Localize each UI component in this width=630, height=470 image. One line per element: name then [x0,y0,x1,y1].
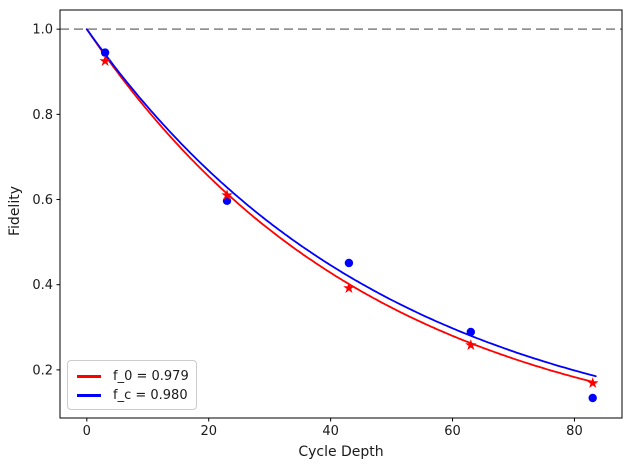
data-point-star [587,377,599,388]
legend-entry-fc: f_c = 0.980 [77,386,188,404]
data-point-circle [344,258,354,268]
fit-curve-fc [85,28,597,378]
data-point-star [99,55,111,66]
legend-line-sample-red [77,374,101,378]
data-point-star [221,189,233,201]
legend-entry-f0: f_0 = 0.979 [77,367,189,385]
plot-border [59,9,623,419]
data-point-circle [466,327,475,337]
data-point-star [343,282,355,293]
legend: f_0 = 0.979 f_c = 0.980 [67,360,197,410]
legend-line-sample-blue [77,393,101,397]
fit-curve-f0 [85,28,597,384]
data-point-circle [588,393,597,403]
y-tick-label: 0.6 [32,193,53,208]
y-tick-label: 0.4 [32,278,53,293]
y-tick-label: 1.0 [32,23,53,38]
x-tick-label: 60 [444,424,461,439]
x-tick-label: 80 [566,424,583,439]
x-tick-label: 20 [200,424,217,439]
y-tick-label: 0.8 [32,108,53,123]
legend-label-fc: f_c = 0.980 [113,387,188,403]
y-axis-label: Fidelity [7,186,23,236]
x-tick-label: 0 [83,424,91,439]
x-axis-label: Cycle Depth [298,444,384,460]
legend-label-f0: f_0 = 0.979 [113,368,189,384]
y-tick-label: 0.2 [32,363,53,378]
data-point-circle [100,48,110,57]
data-point-star [465,339,477,351]
x-tick-label: 40 [322,424,339,439]
data-point-circle [222,196,232,205]
